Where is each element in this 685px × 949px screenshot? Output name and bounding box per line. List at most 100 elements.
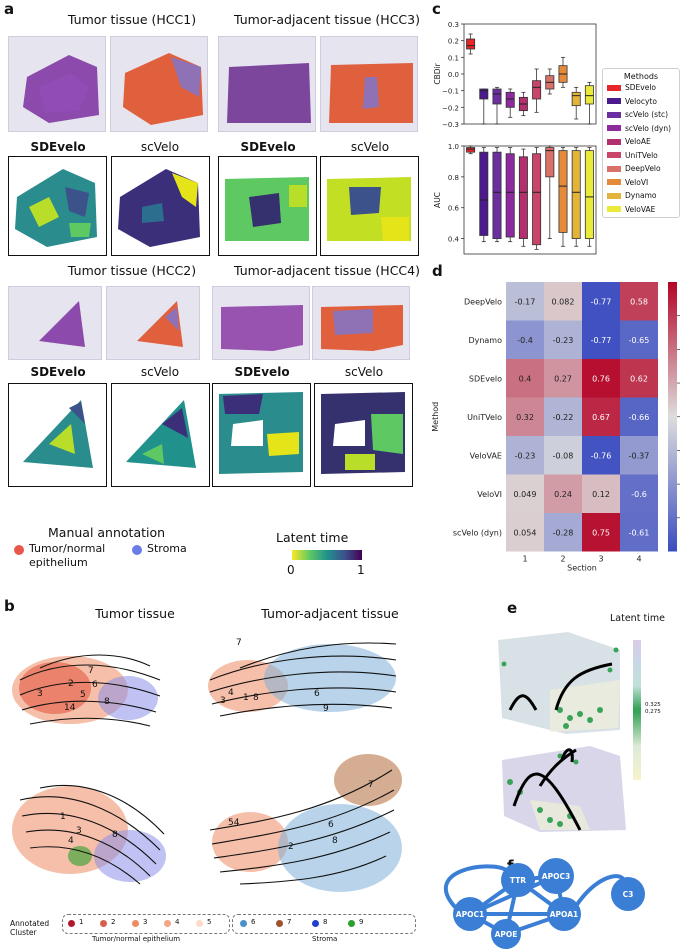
methods-legend-item: Dynamo — [607, 189, 679, 203]
panel-label-d: d — [432, 262, 443, 280]
latent-map-scvelo-hcc3 — [320, 156, 419, 256]
network-node: C3 — [611, 877, 645, 911]
heatmap-value: -0.6 — [631, 490, 647, 499]
heatmap-value: 0.049 — [514, 490, 537, 499]
y-tick-label: 0.4 — [448, 236, 460, 244]
heatmap-value: 0.62 — [630, 374, 648, 383]
stream-label: 14 — [64, 703, 76, 713]
stream-label: 4 — [228, 688, 234, 698]
latent-time-e-title: Latent time — [610, 613, 665, 624]
box — [492, 151, 502, 239]
cluster-legend-id: 9 — [359, 918, 364, 926]
cluster-group-2-box — [232, 914, 416, 934]
box — [466, 38, 476, 50]
heatmap-cell — [544, 320, 582, 359]
panel-label-a: a — [4, 0, 15, 18]
heatmap-row-label: SDEvelo — [469, 374, 502, 383]
methods-legend-label: VeloVAE — [625, 204, 656, 214]
heatmap-value: -0.17 — [515, 297, 536, 306]
heatmap-value: -0.77 — [591, 297, 612, 306]
stream-label: 8 — [112, 830, 118, 840]
y-tick-label: 0.8 — [448, 174, 459, 182]
heatmap-x-axis-label: Section — [567, 564, 597, 573]
label-scvelo-hcc2: scVelo — [140, 365, 180, 379]
cluster-legend-id: 6 — [251, 918, 256, 926]
heatmap-cell — [506, 513, 544, 552]
box — [584, 150, 594, 239]
heatmap-value: -0.66 — [629, 413, 650, 422]
legend-tumor-label: Tumor/normal epithelium — [29, 542, 106, 569]
panel-label-c: c — [432, 0, 441, 18]
heatmap-cell — [544, 436, 582, 475]
title-hcc2: Tumor tissue (HCC2) — [67, 263, 197, 278]
heatmap-col-label: 3 — [598, 555, 603, 564]
he-image-hcc4 — [212, 286, 310, 360]
heatmap-value: 0.12 — [592, 490, 610, 499]
methods-legend-swatch — [607, 111, 621, 118]
y-tick-label: 0.6 — [448, 205, 460, 213]
heatmap-row-label: scVelo (dyn) — [453, 528, 502, 537]
box — [545, 147, 555, 178]
heatmap-value: -0.23 — [553, 336, 574, 345]
methods-legend-label: UniTVelo — [625, 150, 658, 160]
methods-legend-item: VeloAE — [607, 135, 679, 149]
heatmap-cell — [506, 397, 544, 436]
y-axis-label: AUC — [433, 192, 442, 208]
methods-legend-item: UniTVelo — [607, 149, 679, 163]
heatmap-value: 0.75 — [592, 528, 610, 537]
heatmap-cell — [620, 436, 658, 475]
label-scvelo-hcc4: scVelo — [344, 365, 384, 379]
cluster-legend-id: 5 — [207, 918, 212, 926]
methods-legend-item: DeepVelo — [607, 162, 679, 176]
legend-dot-stroma — [132, 545, 142, 555]
he-image-hcc1 — [8, 36, 106, 132]
label-sdevelo-hcc4: SDEvelo — [234, 365, 290, 379]
methods-legend-swatch — [607, 192, 621, 199]
methods-legend-label: SDEvelo — [625, 83, 656, 93]
auc-boxplot: 1.0 0.8 0.6 0.4 AUC — [433, 143, 597, 255]
stream-label: 3 — [76, 826, 82, 836]
heatmap-value: -0.08 — [553, 451, 574, 460]
methods-legend-swatch — [607, 179, 621, 186]
heatmap-value: 0.082 — [552, 297, 575, 306]
methods-legend-label: scVelo (stc) — [625, 110, 669, 120]
cluster-legend-dot — [68, 920, 75, 927]
heatmap-value: -0.61 — [629, 528, 650, 537]
heatmap-cell — [582, 436, 620, 475]
stream-label: 7 — [236, 638, 242, 648]
methods-legend-label: VeloAE — [625, 137, 651, 147]
heatmap-colorbar — [668, 282, 677, 552]
latent-map-scvelo-hcc1 — [111, 156, 210, 256]
stream-label: 8 — [332, 836, 338, 846]
he-image-hcc2 — [8, 286, 102, 360]
cluster-legend-dot — [164, 920, 171, 927]
title-b-adjacent: Tumor-adjacent tissue — [261, 606, 399, 621]
box — [571, 91, 581, 107]
plot-frame — [463, 145, 597, 255]
heatmap-value: -0.28 — [553, 528, 574, 537]
heatmap-value: -0.23 — [515, 451, 536, 460]
heatmap-value: -0.22 — [553, 413, 574, 422]
y-tick-label: −0.1 — [442, 88, 459, 96]
heatmap-row-label: VeloVAE — [470, 451, 502, 460]
heatmap-cell — [506, 320, 544, 359]
y-tick-label: −0.3 — [442, 121, 459, 129]
heatmap-value: 0.67 — [592, 413, 610, 422]
box — [479, 151, 489, 236]
methods-legend-label: Velocyto — [625, 96, 657, 106]
title-hcc1: Tumor tissue (HCC1) — [67, 12, 197, 27]
heatmap-cell — [620, 320, 658, 359]
heatmap-row-label: UniTVelo — [467, 413, 502, 422]
heatmap-value: -0.76 — [591, 451, 612, 460]
heatmap-cell — [506, 474, 544, 513]
heatmap-value: 0.76 — [592, 374, 610, 383]
heatmap-value: 0.32 — [516, 413, 534, 422]
panel-label-e: e — [507, 599, 518, 617]
heatmap-value: 0.24 — [554, 490, 572, 499]
cbdir-boxplot: 0.3 0.2 0.1 0.0 −0.1 −0.2 −0.3 CBDir — [433, 21, 597, 129]
methods-legend-label: DeepVelo — [625, 164, 661, 174]
title-b-tumor: Tumor tissue — [95, 606, 175, 621]
stream-plots — [12, 642, 402, 892]
cluster-legend-id: 8 — [323, 918, 328, 926]
stream-label: 6 — [92, 680, 98, 690]
